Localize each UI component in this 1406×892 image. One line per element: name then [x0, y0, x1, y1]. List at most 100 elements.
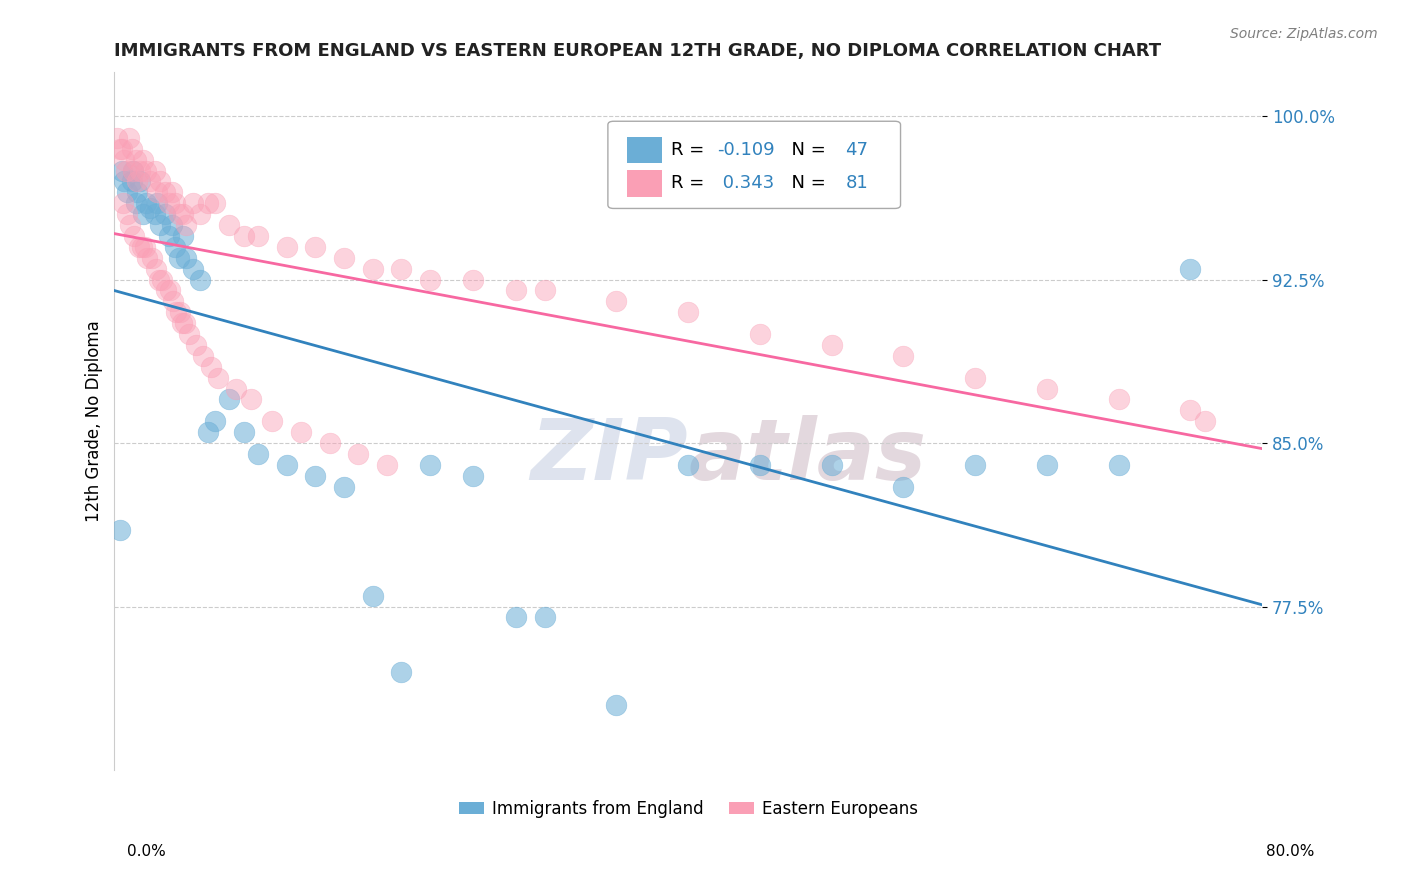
Point	[204, 414, 226, 428]
Text: R =: R =	[671, 141, 710, 159]
Point	[108, 142, 131, 156]
Point	[136, 251, 159, 265]
Point	[150, 272, 173, 286]
Point	[821, 338, 844, 352]
Point	[149, 174, 172, 188]
Point	[129, 163, 152, 178]
Point	[232, 228, 254, 243]
Point	[118, 131, 141, 145]
Point	[139, 201, 162, 215]
Text: atlas: atlas	[688, 415, 927, 498]
Point	[132, 207, 155, 221]
Point	[1194, 414, 1216, 428]
Point	[129, 174, 152, 188]
Point	[232, 425, 254, 439]
Point	[121, 142, 143, 156]
Point	[893, 349, 915, 363]
Point	[200, 359, 222, 374]
Point	[172, 228, 194, 243]
Point	[505, 284, 527, 298]
Point	[676, 305, 699, 319]
Point	[389, 665, 412, 679]
Point	[174, 251, 197, 265]
Point	[143, 207, 166, 221]
Point	[131, 240, 153, 254]
Text: N =: N =	[780, 174, 831, 193]
Legend: Immigrants from England, Eastern Europeans: Immigrants from England, Eastern Europea…	[451, 793, 925, 824]
Point	[361, 589, 384, 603]
Point	[122, 163, 145, 178]
Text: N =: N =	[780, 141, 831, 159]
Y-axis label: 12th Grade, No Diploma: 12th Grade, No Diploma	[86, 320, 103, 522]
Point	[177, 326, 200, 341]
Point	[749, 458, 772, 472]
Point	[304, 240, 326, 254]
Point	[160, 186, 183, 200]
Point	[110, 142, 132, 156]
Point	[821, 458, 844, 472]
Point	[304, 468, 326, 483]
Point	[135, 163, 157, 178]
Point	[146, 186, 169, 200]
Point	[172, 207, 194, 221]
Point	[121, 174, 143, 188]
Point	[120, 218, 142, 232]
Bar	[627, 170, 662, 196]
Point	[1180, 261, 1202, 276]
Point	[389, 261, 412, 276]
Point	[135, 196, 157, 211]
Point	[461, 272, 484, 286]
Point	[1036, 382, 1059, 396]
Point	[163, 240, 186, 254]
Point	[605, 294, 627, 309]
Point	[114, 153, 136, 167]
Point	[965, 458, 987, 472]
Point	[207, 370, 229, 384]
Point	[181, 196, 204, 211]
Point	[290, 425, 312, 439]
FancyBboxPatch shape	[607, 121, 900, 209]
Point	[533, 284, 555, 298]
Point	[105, 131, 128, 145]
Point	[114, 174, 136, 188]
Point	[197, 425, 219, 439]
Point	[143, 163, 166, 178]
Point	[749, 326, 772, 341]
Point	[419, 272, 441, 286]
Point	[1108, 392, 1130, 407]
Point	[110, 163, 132, 178]
Point	[1108, 458, 1130, 472]
Point	[276, 240, 298, 254]
Point	[461, 468, 484, 483]
Point	[505, 610, 527, 624]
Point	[246, 228, 269, 243]
Point	[173, 316, 195, 330]
Point	[605, 698, 627, 712]
Point	[225, 382, 247, 396]
Text: 80.0%: 80.0%	[1267, 845, 1315, 859]
Point	[170, 316, 193, 330]
Point	[218, 218, 240, 232]
Point	[965, 370, 987, 384]
Point	[333, 251, 356, 265]
Point	[162, 294, 184, 309]
Point	[197, 196, 219, 211]
Text: 0.0%: 0.0%	[127, 845, 166, 859]
Point	[276, 458, 298, 472]
Point	[262, 414, 284, 428]
Point	[1036, 458, 1059, 472]
Point	[139, 174, 162, 188]
Point	[361, 261, 384, 276]
Point	[167, 251, 190, 265]
Point	[1180, 403, 1202, 417]
Point	[141, 251, 163, 265]
Text: Source: ZipAtlas.com: Source: ZipAtlas.com	[1230, 27, 1378, 41]
Point	[169, 305, 191, 319]
Point	[155, 284, 177, 298]
Point	[125, 153, 148, 167]
Bar	[627, 136, 662, 163]
Point	[160, 218, 183, 232]
Text: R =: R =	[671, 174, 710, 193]
Point	[157, 228, 180, 243]
Point	[333, 480, 356, 494]
